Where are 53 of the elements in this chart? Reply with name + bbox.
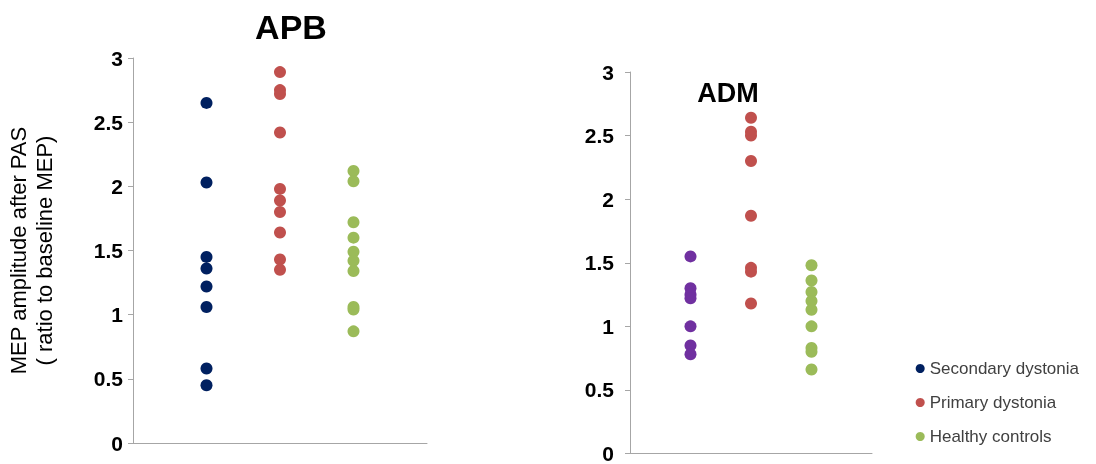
point (347, 175, 360, 188)
point (274, 126, 286, 139)
point (347, 265, 360, 278)
point (805, 274, 818, 287)
point (745, 297, 757, 310)
point (200, 379, 213, 392)
y-axis-title: MEP amplitude after PAS ( ratio to baseline MEP) (5, 126, 57, 375)
point (274, 263, 286, 276)
y-tick-label: 1 (602, 314, 615, 338)
point (200, 96, 213, 109)
y-tick-label: 1 (111, 303, 124, 327)
y-tick-label: 1.5 (584, 251, 615, 275)
point (805, 363, 818, 376)
point (805, 320, 818, 333)
y-tick-label: 0 (602, 442, 614, 464)
point (200, 262, 213, 275)
point (347, 325, 360, 338)
point (347, 164, 360, 177)
point (805, 259, 818, 272)
y-tick-label: 2 (111, 174, 123, 198)
point (347, 231, 360, 244)
point (200, 280, 213, 293)
point (274, 182, 286, 195)
y-tick-label: 0 (111, 431, 123, 455)
y-tick-label: 2.5 (93, 110, 124, 134)
y-tick-label: 0.5 (93, 367, 124, 391)
y-tick-label: 3 (602, 60, 614, 84)
y-tick-label: 2 (602, 187, 614, 211)
point (745, 155, 757, 168)
chart-title: ADM (697, 77, 759, 108)
y-tick-label: 2.5 (584, 124, 615, 148)
point (684, 320, 697, 333)
point (684, 250, 697, 263)
point (200, 250, 213, 263)
legend-label: Secondary dystonia (929, 359, 1080, 378)
y-tick-label: 3 (111, 46, 123, 70)
point (274, 66, 286, 79)
point (745, 111, 757, 124)
point (274, 226, 286, 239)
y-tick-label: 1.5 (93, 239, 124, 262)
point (274, 253, 286, 266)
point (200, 362, 213, 375)
point (274, 194, 286, 207)
point (745, 209, 757, 222)
point (274, 206, 286, 218)
y-tick-label: 0.5 (584, 378, 615, 402)
point (684, 348, 697, 361)
legend-label: Healthy controls (929, 427, 1052, 446)
point (200, 300, 213, 313)
point (347, 216, 360, 229)
legend-label: Primary dystonia (929, 393, 1057, 412)
chart-title: APB (255, 8, 327, 46)
point (200, 176, 213, 189)
